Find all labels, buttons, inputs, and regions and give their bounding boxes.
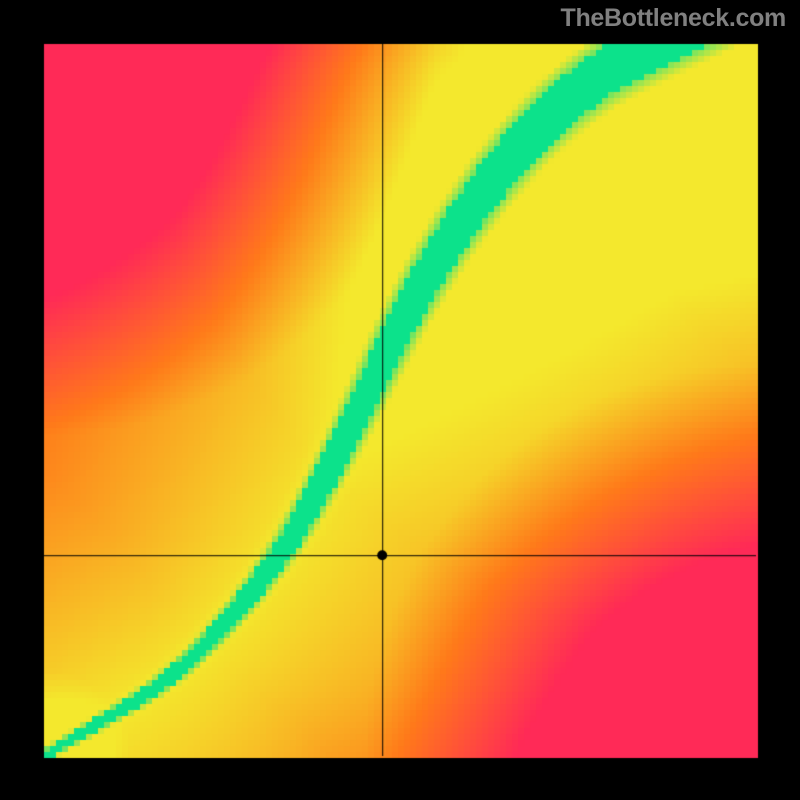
heatmap-canvas xyxy=(0,0,800,800)
watermark-text: TheBottleneck.com xyxy=(560,4,786,33)
chart-container: TheBottleneck.com xyxy=(0,0,800,800)
